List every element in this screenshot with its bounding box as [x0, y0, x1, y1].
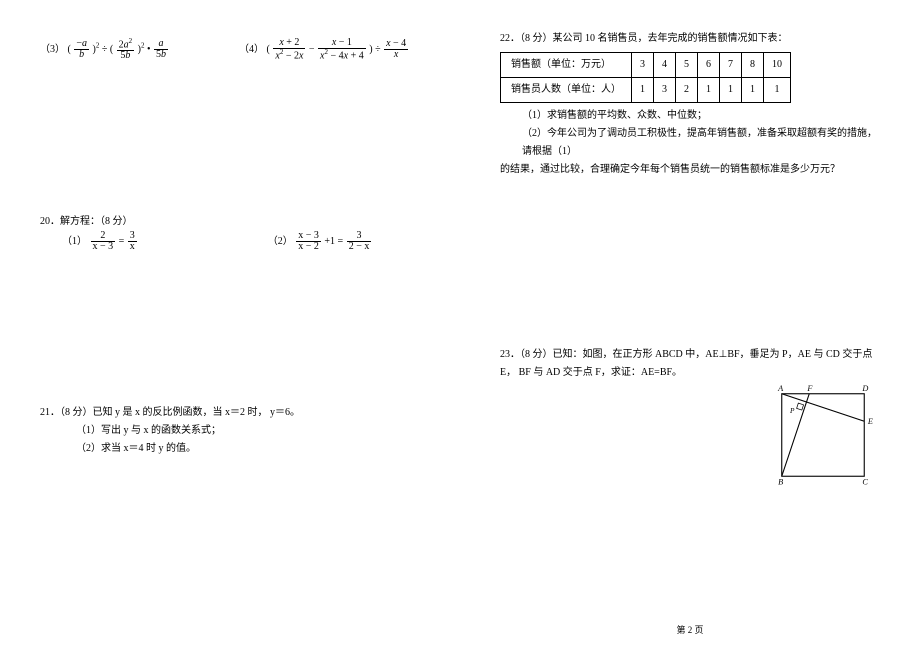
q22-r2-1: 3 [654, 78, 676, 103]
q20-part2-label: （2） [268, 236, 293, 247]
q22-row1-label: 销售额（单位：万元） [501, 53, 632, 78]
q19-part4-label: （4） [239, 44, 264, 55]
q20-2-t2d: 2 − x [347, 241, 372, 252]
q21-part1: （1）写出 y 与 x 的函数关系式； [40, 422, 420, 440]
q22-r2-0: 1 [632, 78, 654, 103]
label-E: E [867, 417, 873, 426]
q20-2-t2n: 3 [347, 231, 372, 241]
q20-part2: （2） x − 3x − 2 +1 = 32 − x [268, 231, 373, 252]
q20-part1-label: （1） [62, 236, 87, 247]
q20-2-plus: +1 = [324, 236, 343, 247]
q20-parts: （1） 2x − 3 = 3x （2） x − 3x − 2 +1 = 32 −… [40, 231, 420, 252]
page-footer: 第 2 页 [460, 623, 920, 636]
q22-r1-3: 6 [698, 53, 720, 78]
table-row: 销售员人数（单位：人） 1 3 2 1 1 1 1 [501, 78, 791, 103]
q23: 23．（8 分）已知：如图，在正方形 ABCD 中，AE⊥BF，垂足为 P，AE… [500, 346, 880, 382]
q23-diagram: A D B C F E P [768, 380, 878, 490]
label-B: B [778, 478, 783, 487]
q20-2-t1d: x − 2 [296, 241, 321, 252]
q22-part1: （1）求销售额的平均数、众数、中位数； [500, 107, 880, 125]
q22-r1-0: 3 [632, 53, 654, 78]
q20-1-rden: x [128, 241, 137, 252]
q22-r1-6: 10 [764, 53, 791, 78]
exam-page: （3） ( −ab )2 ÷ ( 2a25b )2 • a5b （4） ( x … [0, 0, 920, 650]
q22-part2a: （2）今年公司为了调动员工积极性，提高年销售额，准备采取超额有奖的措施，请根据（… [500, 125, 880, 161]
q22-r2-5: 1 [742, 78, 764, 103]
table-row: 销售额（单位：万元） 3 4 5 6 7 8 10 [501, 53, 791, 78]
q20-1-rnum: 3 [128, 231, 137, 241]
q22-r1-5: 8 [742, 53, 764, 78]
q22-table: 销售额（单位：万元） 3 4 5 6 7 8 10 销售员人数（单位：人） 1 … [500, 52, 791, 103]
q22-r2-2: 2 [676, 78, 698, 103]
q22-title: 22．（8 分）某公司 10 名销售员，去年完成的销售额情况如下表： [500, 30, 880, 48]
label-P: P [789, 406, 795, 415]
q20-2-t1n: x − 3 [296, 231, 321, 241]
label-D: D [861, 384, 868, 393]
q22-r1-1: 4 [654, 53, 676, 78]
q20-1-lnum: 2 [91, 231, 116, 241]
q22-r2-6: 1 [764, 78, 791, 103]
label-A: A [777, 384, 784, 393]
q22: 22．（8 分）某公司 10 名销售员，去年完成的销售额情况如下表： 销售额（单… [500, 30, 880, 179]
q19-part3-label: （3） [40, 44, 65, 55]
q22-r2-4: 1 [720, 78, 742, 103]
q20-1-eq: = [119, 236, 125, 247]
q22-part2b: 的结果，通过比较，合理确定今年每个销售员统一的销售额标准是多少万元？ [500, 161, 880, 179]
q20-part1: （1） 2x − 3 = 3x [62, 231, 138, 252]
q19-part3: （3） ( −ab )2 ÷ ( 2a25b )2 • a5b [40, 38, 169, 61]
q21-part2: （2）求当 x＝4 时 y 的值。 [40, 440, 420, 458]
label-C: C [862, 478, 868, 487]
q21: 21．（8 分）已知 y 是 x 的反比例函数，当 x＝2 时， y＝6。 （1… [40, 404, 420, 458]
left-column: （3） ( −ab )2 ÷ ( 2a25b )2 • a5b （4） ( x … [0, 0, 460, 650]
q22-r2-3: 1 [698, 78, 720, 103]
q22-r1-4: 7 [720, 53, 742, 78]
q21-title: 21．（8 分）已知 y 是 x 的反比例函数，当 x＝2 时， y＝6。 [40, 404, 420, 422]
q19-part4: （4） ( x + 2x2 − 2x − x − 1x2 − 4x + 4 ) … [239, 38, 409, 61]
q20-title: 20．解方程：（8 分） [40, 213, 420, 231]
q20-1-lden: x − 3 [91, 241, 116, 252]
q22-r1-2: 5 [676, 53, 698, 78]
q19-parts-3-4: （3） ( −ab )2 ÷ ( 2a25b )2 • a5b （4） ( x … [40, 38, 420, 61]
right-column: 22．（8 分）某公司 10 名销售员，去年完成的销售额情况如下表： 销售额（单… [460, 0, 920, 650]
label-F: F [806, 384, 813, 393]
q20: 20．解方程：（8 分） （1） 2x − 3 = 3x （2） x − 3x … [40, 213, 420, 252]
q23-line1: 23．（8 分）已知：如图，在正方形 ABCD 中，AE⊥BF，垂足为 P，AE… [500, 346, 880, 364]
q22-row2-label: 销售员人数（单位：人） [501, 78, 632, 103]
